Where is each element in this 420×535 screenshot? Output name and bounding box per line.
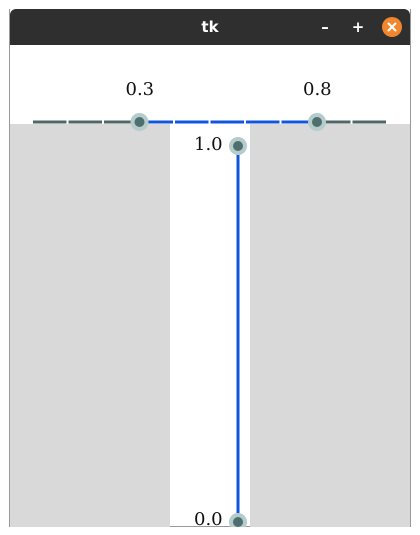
v-slider-high-value: 1.0 bbox=[194, 134, 223, 155]
h-slider-low-handle[interactable] bbox=[134, 117, 145, 127]
h-slider-high-value: 0.8 bbox=[303, 79, 332, 100]
left-panel bbox=[10, 124, 170, 527]
minimize-button[interactable]: – bbox=[321, 18, 329, 36]
app-window: tk – + 0.3 0.8 1.0 0.0 bbox=[9, 9, 411, 530]
window-title: tk bbox=[201, 18, 219, 36]
title-bar[interactable]: tk – + bbox=[10, 9, 410, 45]
right-panel bbox=[250, 124, 410, 527]
close-icon bbox=[387, 22, 397, 32]
slider-canvas: 0.3 0.8 1.0 0.0 bbox=[10, 45, 410, 530]
v-slider-high-handle[interactable] bbox=[233, 141, 243, 151]
h-slider-low-value: 0.3 bbox=[125, 79, 155, 100]
v-slider-low-handle[interactable] bbox=[233, 517, 243, 527]
h-slider-high-handle[interactable] bbox=[312, 117, 322, 127]
range-sliders[interactable] bbox=[10, 45, 410, 527]
close-button[interactable] bbox=[382, 17, 402, 37]
v-slider-low-value: 0.0 bbox=[194, 509, 223, 530]
maximize-button[interactable]: + bbox=[351, 18, 365, 36]
